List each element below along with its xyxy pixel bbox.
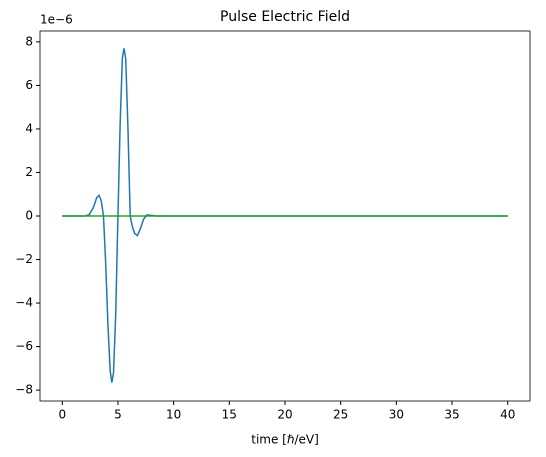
y-tick-label: −4 (15, 296, 33, 310)
y-tick-label: 8 (25, 34, 33, 48)
y-tick-label: 6 (25, 78, 33, 92)
y-tick-label: −6 (15, 339, 33, 353)
y-tick-label: 4 (25, 121, 33, 135)
chart-title: Pulse Electric Field (220, 9, 350, 25)
x-tick-label: 20 (277, 408, 292, 422)
y-tick-label: −8 (15, 383, 33, 397)
y-offset-label: 1e−6 (40, 13, 73, 27)
x-axis-label: time [ℏ/eV] (251, 433, 319, 447)
x-tick-label: 30 (389, 408, 404, 422)
x-tick-label: 35 (444, 408, 459, 422)
line-series (62, 48, 508, 383)
x-tick-label: 40 (500, 408, 515, 422)
x-tick-label: 0 (58, 408, 66, 422)
plot-frame (39, 30, 531, 402)
x-tick-label: 15 (222, 408, 237, 422)
y-tick-label: 2 (25, 165, 33, 179)
x-tick-label: 5 (114, 408, 122, 422)
x-tick-label: 25 (333, 408, 348, 422)
y-tick-label: −2 (15, 252, 33, 266)
x-tick-label: 10 (166, 408, 181, 422)
y-tick-label: 0 (25, 209, 33, 223)
